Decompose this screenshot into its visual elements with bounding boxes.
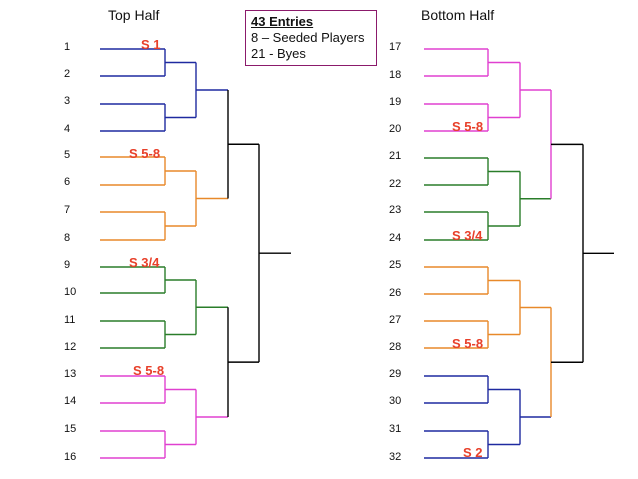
seed-label: S 5-8 [452,336,484,351]
position-number: 3 [64,95,71,107]
position-number: 21 [389,150,402,162]
position-number: 22 [389,178,402,190]
position-number: 15 [64,423,77,435]
position-number: 26 [389,287,402,299]
position-number: 13 [64,368,77,380]
position-number: 2 [64,68,71,80]
seed-label: S 5-8 [129,146,161,161]
position-number: 6 [64,176,71,188]
position-number: 5 [64,149,71,161]
position-number: 12 [64,341,77,353]
position-number: 32 [389,451,402,463]
position-number: 19 [389,96,402,108]
position-number: 25 [389,259,402,271]
entries-box: 43 Entries 8 – Seeded Players 21 - Byes [245,10,377,66]
seed-label: S 3/4 [452,228,483,243]
position-number: 31 [389,423,402,435]
position-number: 7 [64,204,71,216]
position-number: 17 [389,41,402,53]
position-number: 10 [64,286,77,298]
position-number: 16 [64,451,77,463]
position-number: 4 [64,123,71,135]
position-number: 20 [389,123,402,135]
position-number: 28 [389,341,402,353]
byes-count: 21 - Byes [251,46,306,61]
seed-label: S 1 [141,37,161,52]
seed-label: S 5-8 [452,119,484,134]
position-number: 23 [389,204,402,216]
position-number: 24 [389,232,402,244]
position-number: 11 [64,314,76,326]
bottom-half-title: Bottom Half [421,7,495,23]
position-number: 1 [64,41,71,53]
position-number: 30 [389,395,402,407]
position-number: 29 [389,368,402,380]
seeded-players-count: 8 – Seeded Players [251,30,365,45]
position-number: 27 [389,314,402,326]
seed-label: S 5-8 [133,363,165,378]
seed-label: S 2 [463,445,483,460]
entries-count: 43 Entries [251,14,314,29]
seed-label: S 3/4 [129,255,160,270]
position-number: 8 [64,232,71,244]
position-number: 14 [64,395,77,407]
top-half-title: Top Half [108,7,160,23]
position-number: 9 [64,259,71,271]
position-number: 18 [389,69,402,81]
